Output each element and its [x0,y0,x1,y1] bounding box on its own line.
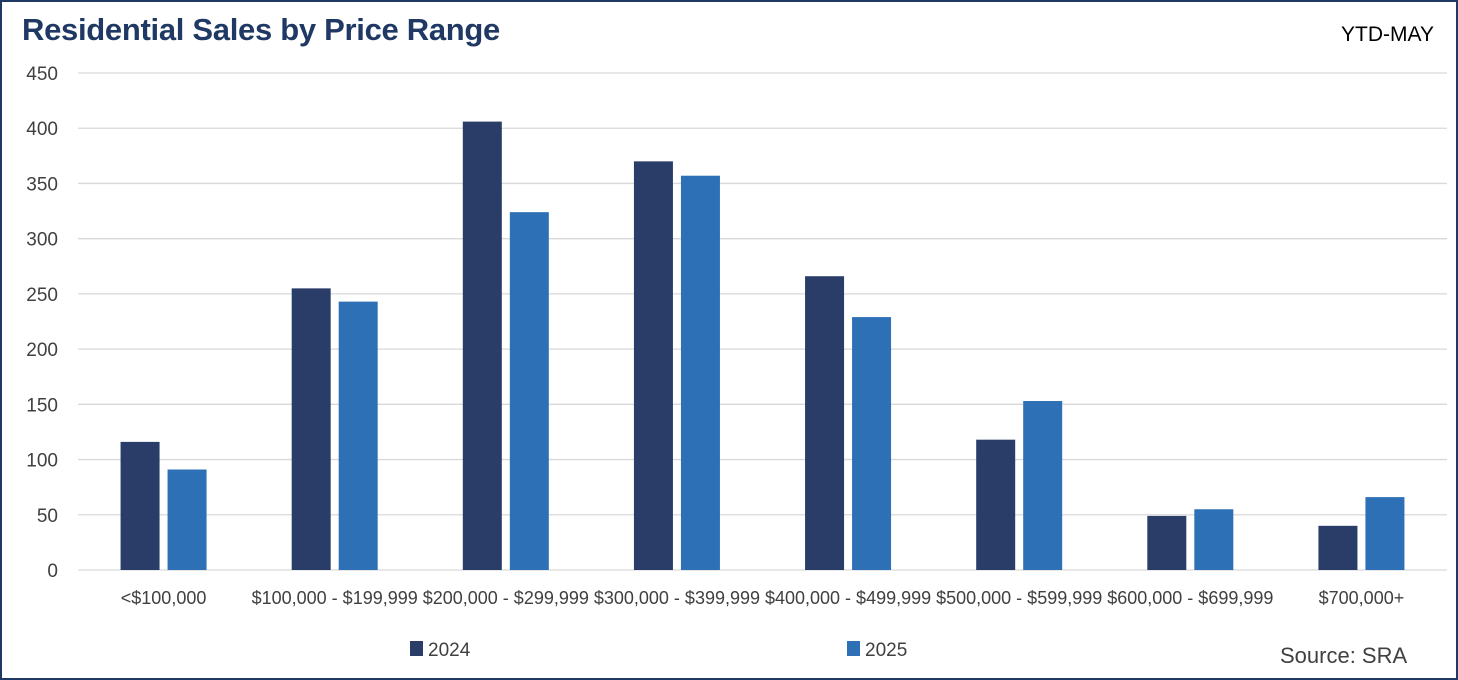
bar-2025 [1194,509,1234,570]
legend-swatch-2025 [847,641,860,656]
legend-label-2025: 2025 [865,640,907,661]
bar-2025 [1023,401,1063,570]
x-category-label: $400,000 - $499,999 [765,588,931,608]
y-tick-label: 50 [37,506,58,527]
y-tick-label: 450 [26,64,58,85]
x-category-label: $600,000 - $699,999 [1107,588,1273,608]
bar-2024 [976,439,1016,570]
y-tick-label: 250 [26,285,58,306]
y-tick-label: 400 [26,119,58,140]
bar-2024 [120,441,160,570]
bar-2025 [1365,497,1405,570]
y-tick-label: 150 [26,395,58,416]
chart-title: Residential Sales by Price Range [22,12,500,47]
bar-2025 [852,317,892,570]
source-label: Source: SRA [1280,643,1408,668]
period-label: YTD-MAY [1341,23,1434,46]
x-category-label: <$100,000 [121,588,207,608]
bar-2024 [1147,515,1187,570]
bar-2024 [462,121,502,571]
bar-2024 [633,161,673,570]
bar-2025 [509,212,549,570]
y-tick-label: 0 [47,561,58,582]
bar-2024 [1318,525,1358,570]
bar-2024 [805,276,845,570]
x-category-label: $200,000 - $299,999 [423,588,589,608]
bar-2025 [338,301,378,570]
y-tick-label: 350 [26,174,58,195]
x-category-label: $500,000 - $599,999 [936,588,1102,608]
bar-2025 [680,175,720,571]
legend-swatch-2024 [410,641,423,656]
bar-2025 [167,469,207,570]
x-category-label: $300,000 - $399,999 [594,588,760,608]
x-category-label: $100,000 - $199,999 [252,588,418,608]
y-tick-label: 100 [26,451,58,472]
y-tick-label: 200 [26,340,58,361]
legend-label-2024: 2024 [428,640,471,661]
x-category-label: $700,000+ [1319,588,1405,608]
bar-2024 [291,288,331,570]
y-tick-label: 300 [26,230,58,251]
